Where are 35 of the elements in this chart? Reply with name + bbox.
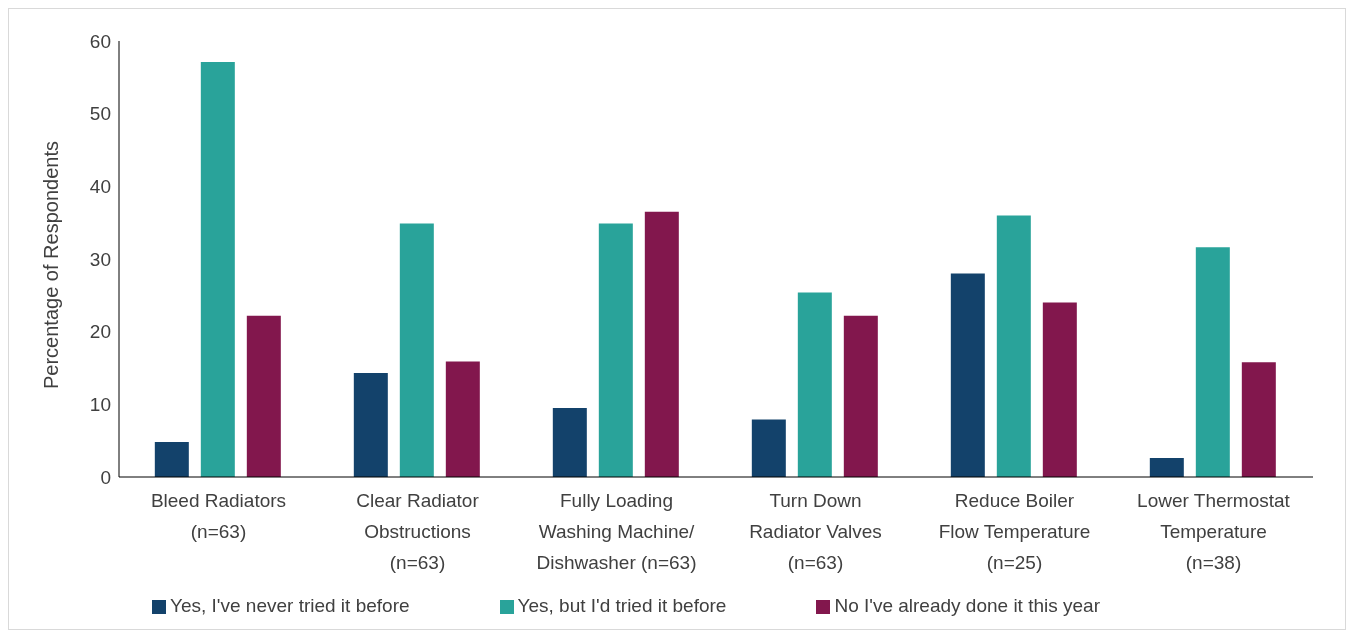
x-tick-label: Clear Radiator Obstructions (n=63) [356, 490, 480, 573]
bar [399, 223, 434, 477]
bar [200, 62, 235, 477]
y-axis-title: Percentage of Respondents [40, 141, 63, 389]
bar [751, 419, 786, 477]
bar [1149, 458, 1184, 477]
bar [996, 215, 1031, 477]
bar [1195, 247, 1230, 477]
y-tick-label: 60 [89, 30, 111, 52]
bar [1042, 302, 1077, 477]
y-tick-label: 30 [89, 248, 111, 270]
bar [598, 223, 633, 477]
legend-label: No I've already done it this year [834, 595, 1100, 616]
bar [950, 273, 985, 477]
bar [843, 315, 878, 477]
bar [552, 407, 587, 477]
y-tick-label: 10 [89, 394, 111, 416]
bar [246, 315, 281, 477]
bar [353, 373, 388, 477]
x-tick-label: Fully Loading Washing Machine/ Dishwasher (n=63) [536, 490, 697, 573]
legend-label: Yes, I've never tried it before [170, 595, 410, 616]
y-tick-label: 0 [100, 466, 111, 488]
x-tick-label: Lower Thermostat Temperature (n=38) [1137, 490, 1291, 573]
x-tick-label: Reduce Boiler Flow Temperature (n=25) [938, 490, 1091, 573]
bar [797, 292, 832, 477]
x-tick-label: Bleed Radiators (n=63) [150, 490, 287, 542]
bar [1241, 362, 1276, 477]
legend-label: Yes, but I'd tried it before [517, 595, 727, 616]
x-tick-label: Turn Down Radiator Valves (n=63) [749, 490, 882, 573]
bar [644, 211, 679, 477]
y-tick-label: 40 [89, 176, 111, 198]
bar [154, 442, 189, 477]
y-tick-label: 50 [89, 103, 111, 125]
bar [445, 361, 480, 477]
y-tick-label: 20 [89, 321, 111, 343]
